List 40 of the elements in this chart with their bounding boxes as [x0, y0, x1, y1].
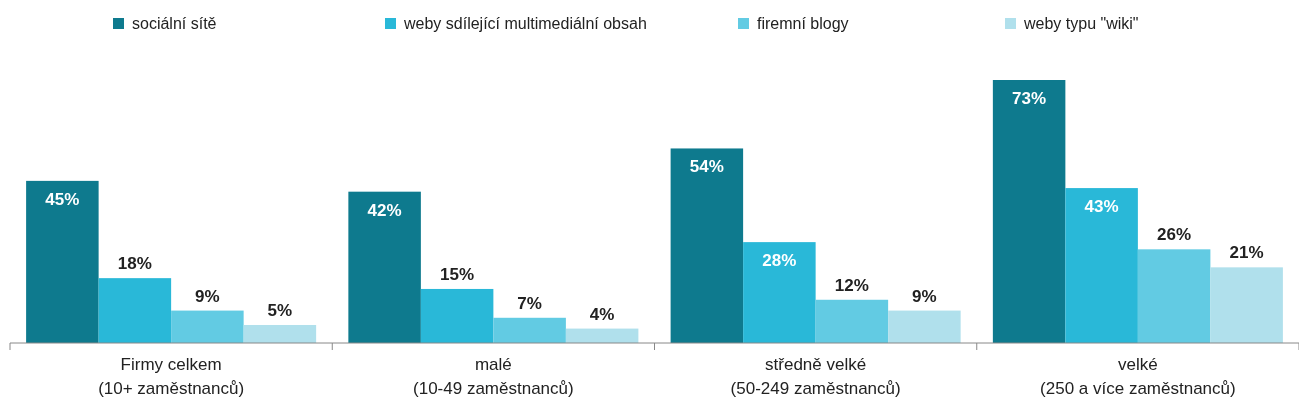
data-label: 42%: [367, 200, 402, 220]
data-label: 28%: [762, 251, 797, 271]
x-tick-label: velké (250 a více zaměstnanců): [1040, 355, 1236, 398]
legend-label: sociální sítě: [132, 15, 217, 32]
legend-label: weby sdílející multimediální obsah: [403, 15, 647, 32]
bar: [26, 180, 99, 343]
bar: [1065, 188, 1138, 343]
bar: [815, 299, 889, 343]
bar: [743, 242, 816, 343]
data-label: 21%: [1229, 243, 1264, 263]
data-label: 73%: [1012, 89, 1047, 108]
data-label: 54%: [689, 157, 724, 177]
bar: [670, 148, 744, 343]
data-label: 12%: [834, 275, 869, 295]
data-label: 4%: [589, 304, 615, 324]
x-tick-label: Firmy celkem (10+ zaměstnanců): [98, 355, 245, 398]
data-label: 45%: [45, 189, 80, 209]
bar: [420, 288, 494, 343]
data-label: 43%: [1084, 197, 1119, 217]
x-tick-label: středně velké (50-249 zaměstnanců): [730, 355, 901, 398]
bar: [992, 80, 1066, 343]
data-label: 9%: [195, 286, 220, 306]
data-label: 7%: [517, 293, 542, 313]
bar: [348, 191, 421, 343]
bar: [888, 310, 961, 343]
data-label: 26%: [1157, 225, 1192, 245]
bar: [493, 317, 566, 343]
bar: [243, 324, 317, 343]
x-tick-label: malé (10-49 zaměstnanců): [413, 355, 574, 398]
bar: [171, 310, 244, 343]
bar: [1137, 249, 1211, 343]
legend-label: firemní blogy: [757, 15, 849, 32]
data-label: 18%: [117, 254, 152, 274]
bar: [565, 328, 639, 343]
legend-label: weby typu "wiki": [1023, 15, 1139, 32]
bar: [98, 278, 172, 343]
bar: [1210, 267, 1283, 343]
data-label: 5%: [267, 300, 293, 320]
data-label: 15%: [440, 264, 475, 284]
data-label: 9%: [912, 286, 937, 306]
